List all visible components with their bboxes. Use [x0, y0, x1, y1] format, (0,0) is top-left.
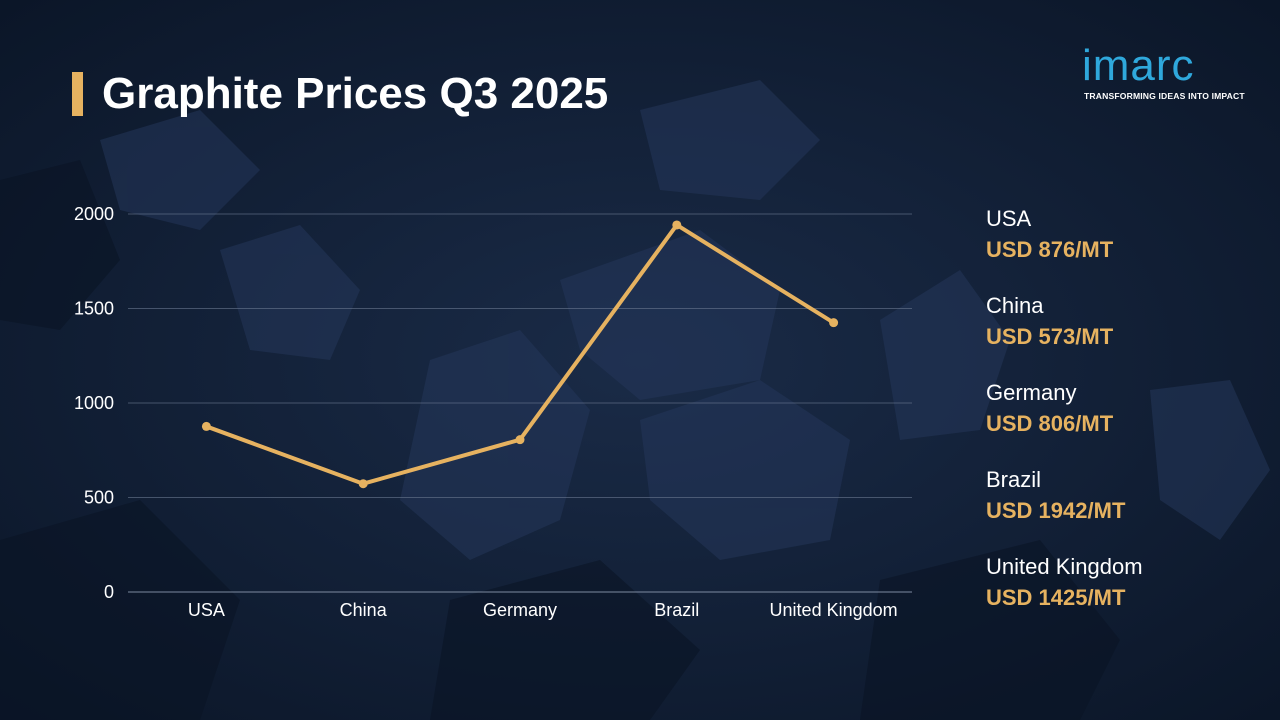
price-legend: USA USD 876/MT China USD 573/MT Germany USD 8… — [986, 204, 1266, 639]
legend-item: China USD 573/MT — [986, 291, 1266, 378]
y-tick-label: 0 — [104, 582, 114, 602]
data-point — [672, 220, 682, 230]
legend-price: USD 1425/MT — [986, 585, 1126, 610]
data-point — [515, 435, 525, 445]
data-point — [358, 479, 368, 489]
y-tick-label: 2000 — [74, 204, 114, 224]
legend-country: United Kingdom — [986, 554, 1143, 579]
legend-country: Germany — [986, 380, 1077, 405]
data-point — [201, 421, 211, 431]
series-line — [204, 222, 836, 486]
page-title: Graphite Prices Q3 2025 — [102, 69, 609, 118]
legend-country: China — [986, 293, 1044, 318]
logo-wordmark: imarc — [1082, 41, 1195, 90]
gridlines — [128, 213, 912, 593]
x-tick-label: Brazil — [654, 600, 699, 620]
legend-price: USD 1942/MT — [986, 498, 1126, 523]
data-point — [829, 318, 839, 328]
y-axis-ticks: 0 500 1000 1500 2000 — [74, 204, 114, 602]
y-tick-label: 500 — [84, 488, 114, 508]
legend-country: Brazil — [986, 467, 1042, 492]
legend-item: Germany USD 806/MT — [986, 378, 1266, 465]
imarc-logo: imarc TRANSFORMING IDEAS INTO IMPACT — [1082, 32, 1248, 104]
x-tick-label: USA — [188, 600, 225, 620]
y-tick-label: 1000 — [74, 393, 114, 413]
data-points — [201, 220, 839, 489]
y-tick-label: 1500 — [74, 299, 114, 319]
legend-item: USA USD 876/MT — [986, 204, 1266, 291]
logo-tagline: TRANSFORMING IDEAS INTO IMPACT — [1084, 91, 1245, 101]
legend-price: USD 876/MT — [986, 237, 1114, 262]
legend-item: Brazil USD 1942/MT — [986, 465, 1266, 552]
legend-item: United Kingdom USD 1425/MT — [986, 552, 1266, 639]
x-tick-label: Germany — [483, 600, 557, 620]
legend-price: USD 573/MT — [986, 324, 1114, 349]
series-line-path — [204, 222, 836, 486]
title-accent-bar — [72, 72, 83, 116]
legend-price: USD 806/MT — [986, 411, 1114, 436]
x-tick-label: China — [340, 600, 388, 620]
legend-country: USA — [986, 206, 1032, 231]
x-axis-ticks: USA China Germany Brazil United Kingdom — [188, 600, 898, 620]
x-tick-label: United Kingdom — [770, 600, 898, 620]
